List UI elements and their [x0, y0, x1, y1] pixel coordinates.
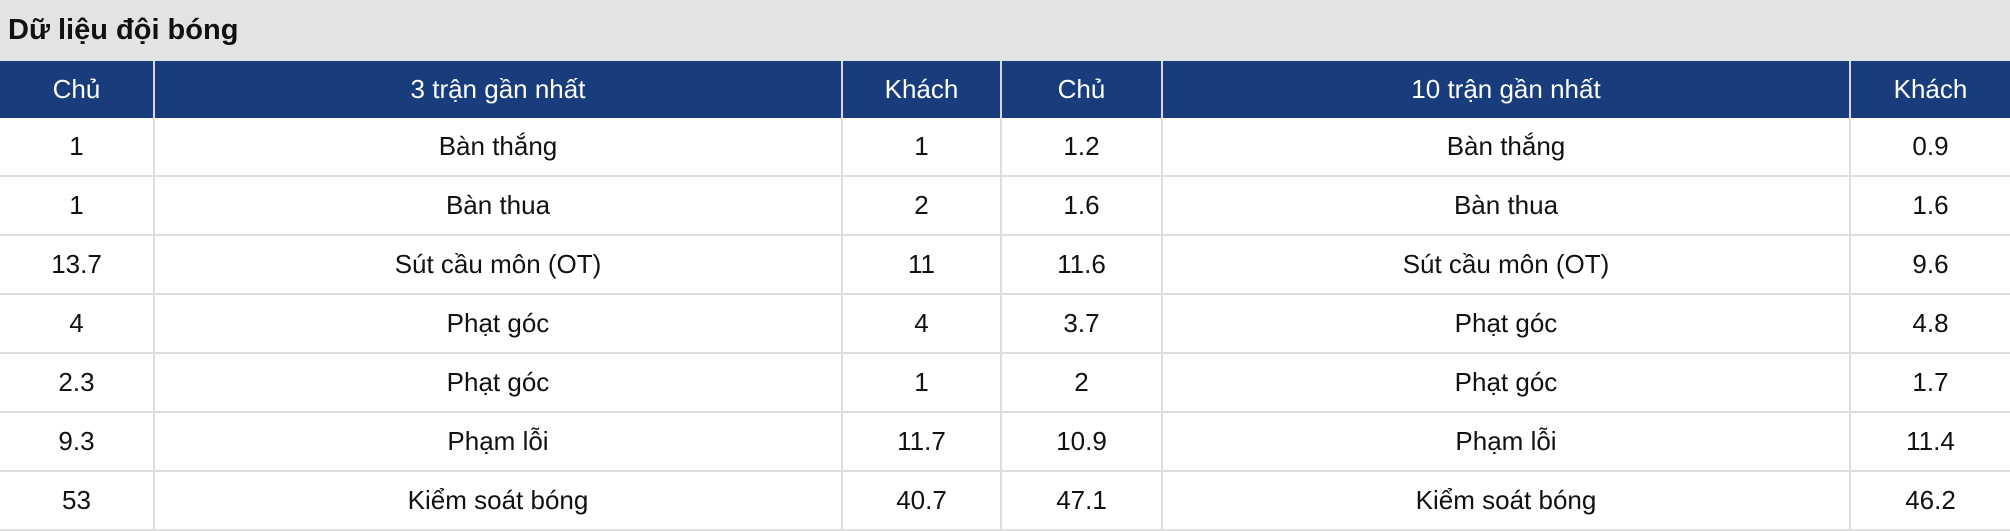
home-value-3: 53 — [0, 471, 155, 531]
last3-header: 3 trận gần nhất — [154, 61, 843, 118]
home-value-3: 1 — [0, 176, 155, 236]
away-value-10: 46.2 — [1850, 471, 2010, 531]
away-header: Khách — [842, 61, 1002, 118]
title-bar: Dữ liệu đội bóng — [0, 0, 2010, 61]
away-value-10: 1.6 — [1850, 176, 2010, 236]
stat-label-10: Phạt góc — [1162, 353, 1851, 413]
table-row: 2.3 Phạt góc 1 2 Phạt góc 1.7 — [0, 353, 2010, 413]
header-row: Chủ 3 trận gần nhất Khách Chủ 10 trận gần nh… — [0, 61, 2010, 118]
stat-label-3: Phạt góc — [154, 353, 843, 413]
home-value-10: 2 — [1001, 353, 1163, 413]
stat-label-10: Phạm lỗi — [1162, 412, 1851, 472]
away-value-10: 11.4 — [1850, 412, 2010, 472]
away-value-3: 11.7 — [842, 412, 1002, 472]
stat-label-3: Kiểm soát bóng — [154, 471, 843, 531]
stat-label-3: Bàn thắng — [154, 118, 843, 177]
away-value-3: 11 — [842, 235, 1002, 295]
table-row: 53 Kiểm soát bóng 40.7 47.1 Kiểm soát bóng 46… — [0, 471, 2010, 531]
home-value-10: 11.6 — [1001, 235, 1163, 295]
stat-label-10: Kiểm soát bóng — [1162, 471, 1851, 531]
away-value-10: 4.8 — [1850, 294, 2010, 354]
table-row: 4 Phạt góc 4 3.7 Phạt góc 4.8 — [0, 294, 2010, 354]
home-value-10: 47.1 — [1001, 471, 1163, 531]
table-row: 13.7 Sút cầu môn (OT) 11 11.6 Sút cầu môn (O… — [0, 235, 2010, 295]
table-row: 1 Bàn thắng 1 1.2 Bàn thắng 0.9 — [0, 118, 2010, 177]
table-row: 9.3 Phạm lỗi 11.7 10.9 Phạm lỗi 11.4 — [0, 412, 2010, 472]
stat-label-10: Sút cầu môn (OT) — [1162, 235, 1851, 295]
stat-label-3: Bàn thua — [154, 176, 843, 236]
table-row: 1 Bàn thua 2 1.6 Bàn thua 1.6 — [0, 176, 2010, 236]
away-value-3: 1 — [842, 118, 1002, 177]
home-value-10: 3.7 — [1001, 294, 1163, 354]
stat-label-10: Phạt góc — [1162, 294, 1851, 354]
home-value-10: 10.9 — [1001, 412, 1163, 472]
home-value-10: 1.6 — [1001, 176, 1163, 236]
home-value-3: 4 — [0, 294, 155, 354]
away-value-3: 40.7 — [842, 471, 1002, 531]
away-value-3: 1 — [842, 353, 1002, 413]
home-header: Chủ — [1001, 61, 1163, 118]
away-header: Khách — [1850, 61, 2010, 118]
home-value-3: 13.7 — [0, 235, 155, 295]
home-value-3: 1 — [0, 118, 155, 177]
home-value-3: 9.3 — [0, 412, 155, 472]
stat-label-3: Sút cầu môn (OT) — [154, 235, 843, 295]
home-value-3: 2.3 — [0, 353, 155, 413]
stat-label-10: Bàn thua — [1162, 176, 1851, 236]
away-value-3: 2 — [842, 176, 1002, 236]
last10-header: 10 trận gần nhất — [1162, 61, 1851, 118]
stat-label-3: Phạm lỗi — [154, 412, 843, 472]
away-value-10: 1.7 — [1850, 353, 2010, 413]
away-value-3: 4 — [842, 294, 1002, 354]
home-header: Chủ — [0, 61, 155, 118]
stat-label-3: Phạt góc — [154, 294, 843, 354]
away-value-10: 9.6 — [1850, 235, 2010, 295]
page-title: Dữ liệu đội bóng — [8, 14, 239, 46]
home-value-10: 1.2 — [1001, 118, 1163, 177]
stat-label-10: Bàn thắng — [1162, 118, 1851, 177]
team-stats-table: Chủ 3 trận gần nhất Khách Chủ 10 trận gần nh… — [0, 61, 2010, 531]
away-value-10: 0.9 — [1850, 118, 2010, 177]
